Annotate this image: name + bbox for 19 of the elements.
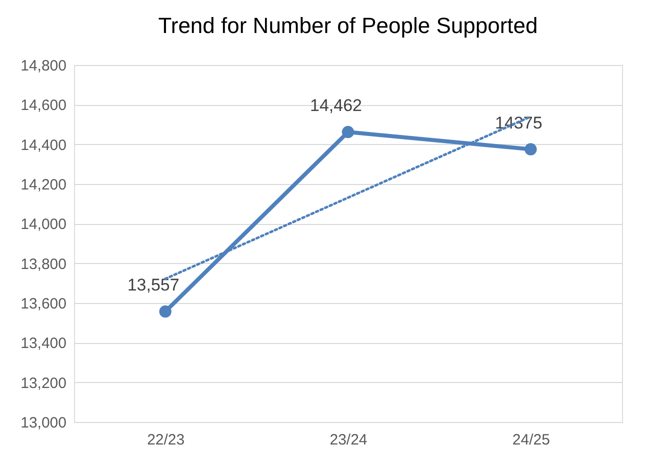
- data-label: 14,462: [310, 96, 362, 116]
- y-tick-label: 14,400: [20, 136, 66, 154]
- chart-title: Trend for Number of People Supported: [158, 13, 538, 38]
- y-tick-label: 13,800: [20, 256, 66, 273]
- x-tick-label: 23/24: [330, 432, 368, 448]
- point: [342, 126, 354, 138]
- y-tick-label: 14,600: [20, 97, 66, 114]
- x-tick-label: 24/25: [512, 432, 550, 448]
- x-tick-label: 22/23: [147, 432, 185, 448]
- point: [524, 143, 537, 156]
- y-tick-label: 14,000: [20, 216, 66, 234]
- point: [159, 305, 172, 318]
- y-tick-label: 14,800: [20, 58, 66, 74]
- y-tick-label: 13,000: [20, 414, 66, 432]
- y-tick-label: 13,600: [20, 296, 66, 312]
- y-tick-label: 14,200: [20, 176, 66, 194]
- data-label: 13,557: [127, 276, 180, 295]
- y-tick-label: 13,200: [20, 374, 66, 392]
- y-tick-label: 13,400: [20, 335, 66, 352]
